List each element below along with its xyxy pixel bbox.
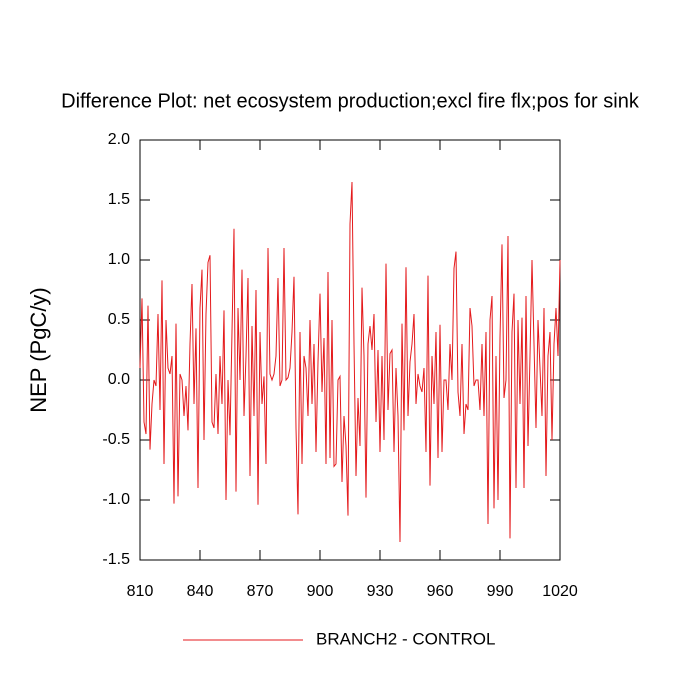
- x-tick-label: 1020: [542, 583, 578, 600]
- y-tick-label: -1.5: [102, 551, 130, 568]
- y-tick-label: -1.0: [102, 491, 130, 508]
- plot-frame: [139, 139, 561, 561]
- y-tick-label: 1.0: [108, 251, 130, 268]
- x-tick-label: 990: [487, 583, 514, 600]
- x-tick-label: 960: [427, 583, 454, 600]
- x-tick-label: 840: [187, 583, 214, 600]
- x-tick-label: 930: [367, 583, 394, 600]
- y-tick-label: 2.0: [108, 131, 130, 148]
- x-tick-label: 900: [307, 583, 334, 600]
- x-tick-label: 810: [127, 583, 154, 600]
- y-tick-label: -0.5: [102, 431, 130, 448]
- legend-label: BRANCH2 - CONTROL: [316, 629, 495, 648]
- y-tick-label: 0.5: [108, 311, 130, 328]
- y-axis-label: NEP (PgC/y): [26, 287, 51, 413]
- y-tick-label: 1.5: [108, 191, 130, 208]
- y-tick-label: 0.0: [108, 371, 130, 388]
- x-tick-label: 870: [247, 583, 274, 600]
- data-line: [139, 181, 561, 543]
- chart-title: Difference Plot: net ecosystem productio…: [61, 90, 640, 112]
